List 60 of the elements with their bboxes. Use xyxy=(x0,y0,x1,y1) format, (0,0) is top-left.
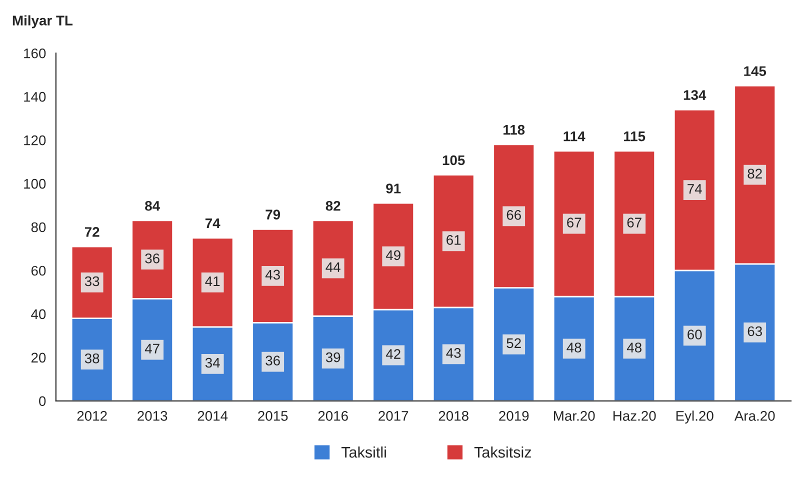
y-tick-label: 120 xyxy=(24,135,46,146)
data-label: 48 xyxy=(626,342,642,352)
data-label: 39 xyxy=(326,352,340,362)
data-label: 36 xyxy=(145,254,160,264)
total-label: 91 xyxy=(386,184,401,194)
y-tick-label: 100 xyxy=(24,178,46,189)
y-tick-label: 80 xyxy=(31,222,46,232)
data-label: 82 xyxy=(748,168,762,179)
x-tick-label: Eyl.20 xyxy=(676,410,714,424)
x-tick-label: 2015 xyxy=(258,410,288,421)
data-label: 48 xyxy=(566,342,582,352)
x-tick-label: 2018 xyxy=(438,410,468,421)
y-tick-label: 140 xyxy=(24,92,46,102)
x-tick-label: Haz.20 xyxy=(613,410,656,421)
legend-label: Taksitsiz xyxy=(474,446,532,458)
y-tick-label: 0 xyxy=(39,396,46,406)
total-label: 114 xyxy=(564,132,586,142)
x-tick-label: 2012 xyxy=(77,410,107,421)
y-tick-label: 40 xyxy=(31,309,46,320)
x-tick-label: 2019 xyxy=(499,410,529,421)
y-tick-label: 60 xyxy=(31,266,46,276)
total-label: 72 xyxy=(84,227,100,237)
data-label: 74 xyxy=(688,184,702,194)
data-label: 52 xyxy=(506,338,521,348)
total-label: 115 xyxy=(624,132,646,142)
data-label: 34 xyxy=(205,358,220,368)
data-label: 60 xyxy=(688,330,702,340)
total-label: 145 xyxy=(744,66,766,76)
total-label: 82 xyxy=(326,200,340,211)
data-label: 43 xyxy=(265,270,280,280)
total-label: 118 xyxy=(504,124,525,135)
total-label: 74 xyxy=(205,218,220,228)
data-label: 42 xyxy=(386,349,400,359)
data-label: 43 xyxy=(446,348,461,358)
total-label: 79 xyxy=(266,210,280,220)
data-label: 49 xyxy=(386,250,400,260)
y-tick-label: 20 xyxy=(31,352,46,363)
data-label: 66 xyxy=(506,210,521,220)
x-tick-label: 2014 xyxy=(198,410,228,421)
data-label: 36 xyxy=(266,356,280,366)
data-label: 33 xyxy=(84,276,100,286)
data-label: 44 xyxy=(326,262,340,272)
x-tick-label: Mar.20 xyxy=(554,410,595,421)
legend-label: Taksitli xyxy=(341,446,386,458)
data-label: 67 xyxy=(567,218,582,228)
data-label: 61 xyxy=(446,235,461,245)
total-label: 105 xyxy=(442,155,465,166)
data-label: 63 xyxy=(748,326,762,336)
x-tick-label: 2016 xyxy=(318,410,348,421)
data-label: 41 xyxy=(205,276,220,286)
y-tick-label: 160 xyxy=(24,48,46,58)
x-tick-label: 2013 xyxy=(138,410,168,421)
data-label: 67 xyxy=(627,218,642,228)
y-axis-title: Milyar TL xyxy=(12,15,73,28)
total-label: 134 xyxy=(684,90,706,100)
x-tick-label: 2017 xyxy=(378,410,408,421)
data-label: 38 xyxy=(84,353,100,364)
total-label: 84 xyxy=(145,200,160,211)
data-label: 47 xyxy=(144,344,160,354)
x-tick-label: Ara.20 xyxy=(734,410,775,421)
